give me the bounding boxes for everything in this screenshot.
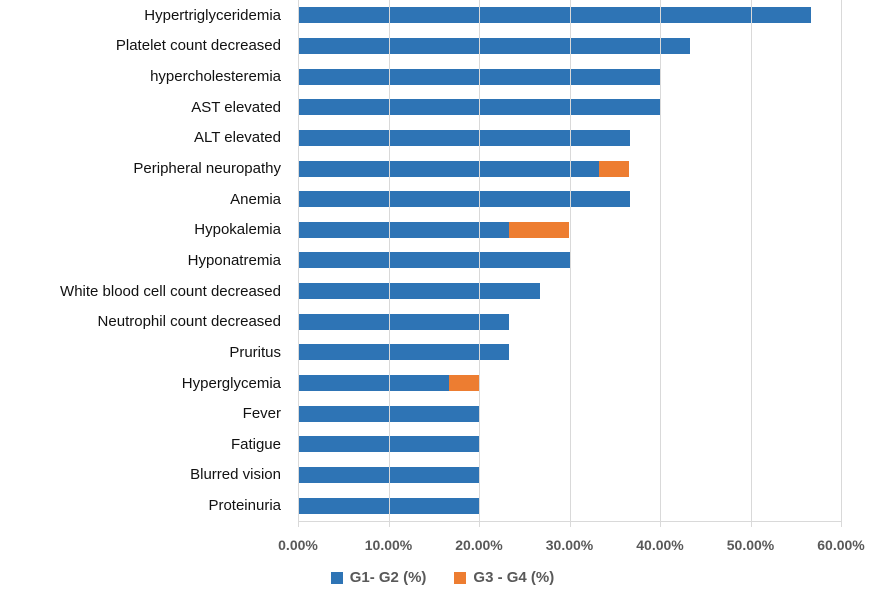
category-label: Pruritus xyxy=(229,343,281,361)
category-label: Peripheral neuropathy xyxy=(133,160,281,178)
bar-row xyxy=(298,214,841,245)
x-axis-tick-label: 0.00% xyxy=(278,537,318,553)
stacked-bar xyxy=(298,37,841,54)
stacked-bar xyxy=(298,252,841,269)
category-axis: Hypertriglyceridemia Platelet count decre… xyxy=(0,0,290,521)
category-label: Hypertriglyceridemia xyxy=(144,6,281,24)
bar-segment-g1-g2 xyxy=(298,221,509,238)
category-label: Blurred vision xyxy=(190,466,281,484)
bar-segment-g3-g4 xyxy=(599,160,630,177)
bar-segment-g1-g2 xyxy=(298,283,540,300)
legend-label: G3 - G4 (%) xyxy=(473,569,555,586)
x-axis-tick-label: 30.00% xyxy=(545,537,594,553)
axis-tick xyxy=(569,521,571,527)
bar-segment-g1-g2 xyxy=(298,375,450,391)
category-label: Platelet count decreased xyxy=(115,37,281,55)
x-axis-tick-label: 20.00% xyxy=(455,537,503,553)
gridline xyxy=(479,0,480,521)
plot-area xyxy=(298,0,842,527)
axis-tick xyxy=(660,521,661,527)
gridline xyxy=(660,0,661,521)
bar-row xyxy=(298,245,841,276)
category-label: Hyperglycemia xyxy=(181,374,281,392)
category-label: Hyponatremia xyxy=(187,251,281,269)
category-label: Fever xyxy=(242,405,281,423)
x-axis-tick-label: 60.00% xyxy=(817,537,865,553)
bar-segment-g1-g2 xyxy=(298,37,690,54)
legend-swatch xyxy=(330,571,343,584)
gridline xyxy=(298,0,299,521)
axis-tick xyxy=(388,521,390,527)
x-axis-tick-label: 10.00% xyxy=(364,537,413,553)
category-label: Fatigue xyxy=(230,435,281,453)
axis-tick xyxy=(750,521,752,527)
bar-row xyxy=(298,123,841,154)
stacked-bar xyxy=(298,221,841,238)
stacked-bar xyxy=(298,375,841,391)
category-label: White blood cell count decreased xyxy=(60,282,281,300)
bar-segment-g3-g4 xyxy=(508,221,570,238)
stacked-bar xyxy=(298,129,841,146)
gridline xyxy=(569,0,571,521)
bar-segment-g1-g2 xyxy=(298,252,570,269)
bar-segment-g3-g4 xyxy=(449,375,479,391)
category-label: Neutrophil count decreased xyxy=(97,313,281,331)
gridline xyxy=(388,0,390,521)
bar-row xyxy=(298,306,841,337)
legend: G1- G2 (%) G3 - G4 (%) xyxy=(0,569,885,586)
bar-row xyxy=(298,184,841,215)
bar-segment-g1-g2 xyxy=(298,313,509,330)
category-label: Proteinuria xyxy=(208,497,281,515)
bar-row xyxy=(298,337,841,368)
category-label: Hypokalemia xyxy=(194,221,281,239)
category-label: Anemia xyxy=(230,190,281,208)
bar-segment-g1-g2 xyxy=(298,129,631,146)
category-label: ALT elevated xyxy=(193,129,281,147)
legend-item: G3 - G4 (%) xyxy=(454,569,554,586)
category-label: hypercholesteremia xyxy=(150,68,281,86)
bar-segment-g1-g2 xyxy=(298,191,631,208)
axis-tick xyxy=(479,521,480,527)
axis-tick xyxy=(841,521,842,527)
legend-swatch xyxy=(454,571,467,584)
bar-row xyxy=(298,0,841,31)
bar-row xyxy=(298,368,841,399)
bar-segment-g1-g2 xyxy=(298,344,509,361)
bar-segment-g1-g2 xyxy=(298,160,600,177)
axis-tick xyxy=(298,521,299,527)
stacked-bar xyxy=(298,7,841,24)
category-label: AST elevated xyxy=(191,98,281,116)
stacked-bar xyxy=(298,344,841,361)
bar-row xyxy=(298,153,841,184)
legend-item: G1- G2 (%) xyxy=(330,569,427,586)
bar-segment-g1-g2 xyxy=(298,7,812,24)
gridline xyxy=(750,0,752,521)
stacked-bar xyxy=(298,191,841,208)
x-axis-tick-label: 40.00% xyxy=(636,537,684,553)
legend-label: G1- G2 (%) xyxy=(349,569,427,586)
bar-row xyxy=(298,31,841,62)
x-axis-tick-label: 50.00% xyxy=(726,537,775,553)
gridline xyxy=(841,0,842,521)
stacked-bar xyxy=(298,160,841,177)
stacked-bar xyxy=(298,313,841,330)
